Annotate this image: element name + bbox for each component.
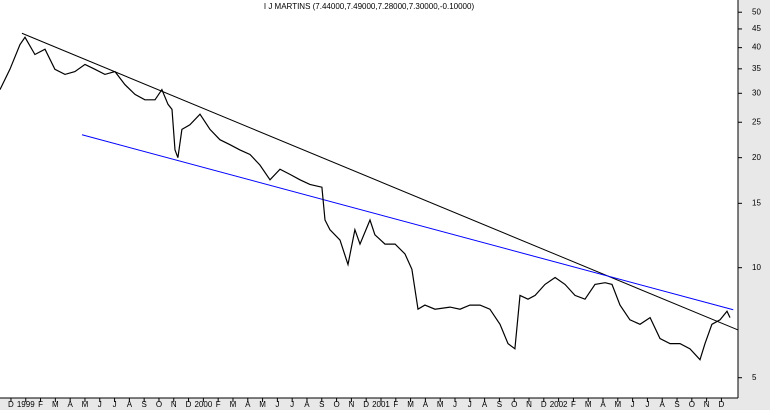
x-tick-label: M (437, 400, 444, 409)
x-tick-label: 2000 (194, 400, 212, 409)
x-tick-label: N (704, 400, 710, 409)
price-line (0, 36, 731, 361)
x-tick-label: A (600, 400, 606, 409)
x-tick-label: 2001 (372, 400, 390, 409)
y-tick-label: 25 (752, 117, 761, 126)
x-tick-label: J (468, 400, 472, 409)
bottom-axis-panel (0, 398, 770, 410)
x-tick-label: D (8, 400, 14, 409)
x-tick-label: A (127, 400, 133, 409)
x-tick-label: A (482, 400, 488, 409)
x-tick-label: M (52, 400, 59, 409)
x-tick-label: 1999 (17, 400, 35, 409)
x-tick-label: A (423, 400, 429, 409)
y-tick-label: 40 (752, 43, 761, 52)
x-tick-label: J (631, 400, 635, 409)
x-tick-label: D (719, 400, 725, 409)
x-tick-label: J (113, 400, 117, 409)
x-tick-label: M (259, 400, 266, 409)
y-tick-label: 50 (752, 7, 761, 16)
trend-line (21, 32, 738, 331)
x-tick-label: O (511, 400, 517, 409)
y-tick-label: 10 (752, 263, 761, 272)
x-tick-label: A (67, 400, 73, 409)
y-tick-label: 15 (752, 198, 761, 207)
x-tick-label: A (245, 400, 251, 409)
x-tick-label: J (275, 400, 279, 409)
x-tick-label: S (141, 400, 146, 409)
x-tick-label: O (156, 400, 162, 409)
x-tick-label: D (363, 400, 369, 409)
x-tick-label: F (38, 400, 43, 409)
x-tick-label: M (407, 400, 414, 409)
x-tick-label: A (304, 400, 310, 409)
x-tick-label: O (333, 400, 339, 409)
x-tick-label: M (82, 400, 89, 409)
x-tick-label: S (497, 400, 502, 409)
y-tick-label: 5 (752, 373, 757, 382)
x-tick-label: D (186, 400, 192, 409)
x-tick-label: S (319, 400, 324, 409)
x-tick-label: F (216, 400, 221, 409)
x-tick-label: M (230, 400, 237, 409)
x-tick-label: D (541, 400, 547, 409)
x-tick-label: O (689, 400, 695, 409)
x-tick-label: M (614, 400, 621, 409)
chart-title: I J MARTINS (7.44000,7.49000,7.28000,7.3… (264, 2, 475, 11)
x-tick-label: M (585, 400, 592, 409)
y-tick-label: 30 (752, 88, 761, 97)
y-tick-label: 45 (752, 24, 761, 33)
x-tick-label: J (98, 400, 102, 409)
trend-line (81, 134, 734, 311)
x-tick-label: 2002 (550, 400, 568, 409)
x-tick-label: J (645, 400, 649, 409)
x-tick-label: F (393, 400, 398, 409)
x-tick-label: S (674, 400, 679, 409)
x-tick-label: J (290, 400, 294, 409)
y-tick-label: 20 (752, 153, 761, 162)
x-tick-label: F (571, 400, 576, 409)
y-tick-label: 35 (752, 64, 761, 73)
x-tick-label: N (526, 400, 532, 409)
right-axis-panel (738, 0, 770, 410)
x-tick-label: N (171, 400, 177, 409)
x-tick-label: A (660, 400, 666, 409)
x-tick-label: N (348, 400, 354, 409)
x-tick-label: J (453, 400, 457, 409)
